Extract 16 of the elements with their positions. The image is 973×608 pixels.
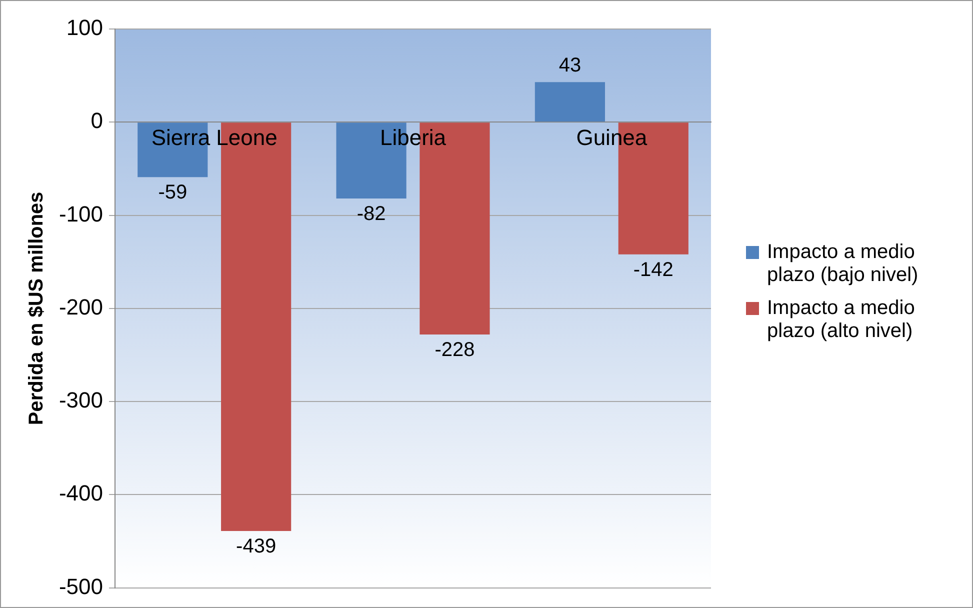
y-tick-label: -300 [58,388,104,413]
y-tick-label: -200 [58,294,104,320]
y-axis-title: Perdida en $US millones [26,192,48,426]
y-tick-label: 0 [90,108,104,134]
data-label: -59 [158,182,188,204]
y-tick-label: 100 [66,15,104,40]
y-tick-label: -500 [58,574,104,599]
data-label: -228 [434,338,475,361]
legend-label: Impacto a medio plazo (bajo nivel) [767,241,920,287]
data-label: -439 [236,536,276,558]
legend-label: Impacto a medio plazo (alto nivel) [767,297,916,343]
data-label: 43 [558,54,582,77]
y-tick-label: -100 [58,201,104,226]
data-label: -142 [633,258,674,281]
data-label: -82 [356,203,386,226]
y-tick-label: -400 [58,480,104,506]
